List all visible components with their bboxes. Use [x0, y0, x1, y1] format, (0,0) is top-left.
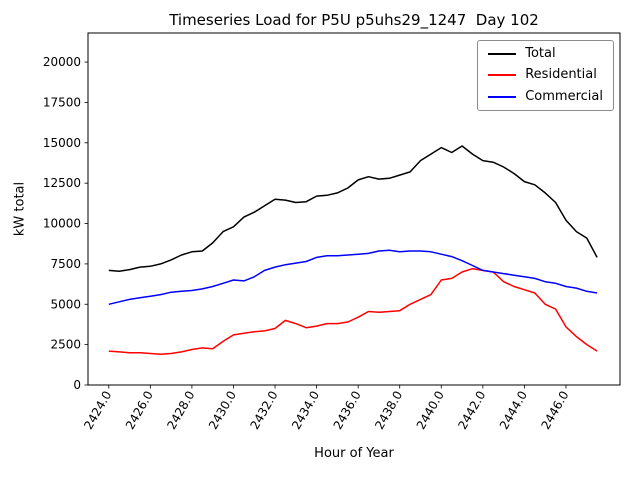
series-line-commercial [108, 249, 598, 306]
x-tick-label: 2436.0 [331, 389, 364, 432]
legend-line-commercial [488, 95, 517, 98]
legend-entry-total: Total [488, 46, 603, 61]
y-tick-label: 15000 [43, 136, 81, 150]
x-tick-label: 2446.0 [538, 389, 571, 432]
y-tick-label: 0 [73, 378, 81, 392]
y-tick-label: 2500 [50, 338, 81, 352]
y-tick-label: 12500 [43, 176, 81, 190]
legend-label-residential: Residential [525, 67, 597, 83]
series-line-total [108, 145, 598, 272]
x-tick-label: 2442.0 [455, 389, 488, 432]
y-tick-label: 10000 [43, 217, 81, 231]
y-tick-label: 5000 [50, 297, 81, 311]
legend-entry-residential: Residential [488, 67, 603, 83]
plot-border [87, 32, 621, 386]
x-tick-label: 2438.0 [372, 389, 405, 432]
x-tick-label: 2428.0 [164, 389, 197, 432]
legend-entry-commercial: Commercial [488, 88, 603, 104]
legend: Total Residential Commercial [477, 40, 614, 111]
x-tick-label: 2424.0 [81, 389, 114, 432]
legend-line-total [488, 53, 517, 56]
x-axis-label: Hour of Year [314, 446, 394, 461]
legend-label-total: Total [525, 46, 556, 61]
x-tick-label: 2434.0 [289, 389, 322, 432]
y-tick-label: 17500 [43, 95, 81, 109]
x-tick-label: 2444.0 [497, 389, 530, 432]
y-tick-label: 7500 [50, 257, 81, 271]
y-tick-label: 20000 [43, 55, 81, 69]
x-tick-label: 2440.0 [414, 389, 447, 432]
x-tick-label: 2432.0 [248, 389, 281, 432]
series-line-residential [108, 267, 598, 356]
x-tick-label: 2426.0 [123, 389, 156, 432]
legend-line-residential [488, 74, 517, 77]
x-tick-label: 2430.0 [206, 389, 239, 432]
legend-label-commercial: Commercial [525, 88, 603, 104]
chart-title: Timeseries Load for P5U p5uhs29_1247 Day… [169, 11, 539, 29]
y-axis-label: kW total [12, 181, 28, 237]
